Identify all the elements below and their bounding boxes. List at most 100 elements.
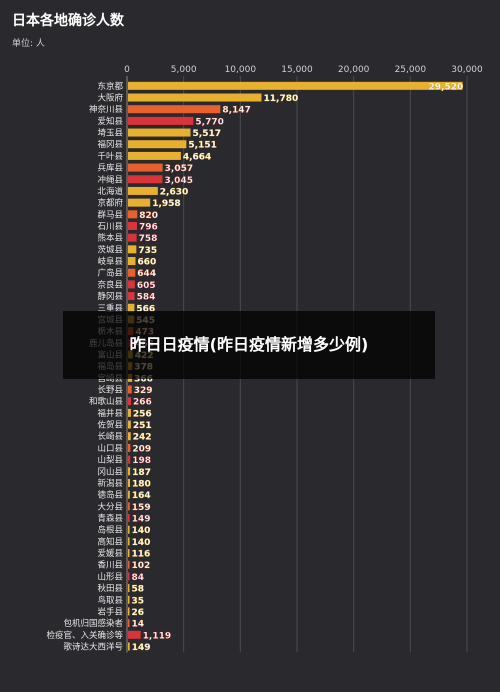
category-label: 山形县 [97,571,123,582]
category-label: 长野县 [97,385,123,396]
bar [128,443,131,452]
data-label: 180 [132,479,151,489]
category-label: 广岛县 [97,268,123,279]
category-label: 岩手县 [97,606,123,617]
bar [128,233,137,242]
category-label: 岐阜县 [97,256,123,267]
chart-title: 日本各地确诊人数 [12,13,124,29]
category-label: 兵库县 [97,163,123,174]
bar [128,514,130,522]
data-label: 251 [133,421,152,431]
category-label: 包机归国感染者 [63,618,123,629]
bar [128,478,131,487]
bar [128,210,138,219]
bar [128,81,463,90]
x-tick-label: 25,000 [395,65,427,75]
data-label: 8,147 [222,106,250,116]
bar [128,198,151,207]
data-label: 660 [137,258,156,268]
bar [128,385,132,394]
bar [128,128,191,137]
data-label: 11,780 [264,94,299,104]
bar [128,303,135,312]
category-label: 熊本县 [97,233,123,244]
category-label: 新潟县 [97,478,123,489]
bar [128,105,221,114]
category-label: 茨城县 [97,244,123,255]
bar [128,420,131,429]
category-label: 大阪府 [97,93,123,104]
category-label: 埼玉县 [97,128,123,139]
category-label: 香川县 [97,560,123,571]
bar [128,584,130,593]
overlay-caption: 昨日日疫情(昨日疫情新增多少例) [129,335,369,354]
data-label: 2,630 [160,187,188,197]
bar [128,186,158,195]
category-label: 山梨县 [97,455,123,466]
data-label: 644 [137,269,156,279]
data-label: 584 [137,293,156,303]
category-label: 奈良县 [97,279,123,290]
bar [128,572,130,581]
data-label: 26 [132,608,145,618]
bar [128,537,130,546]
data-label: 35 [132,596,145,606]
bar [128,502,130,511]
bar [128,408,131,417]
category-label: 石川县 [97,222,123,232]
category-label: 三重县 [97,303,123,314]
category-label: 山口县 [97,443,123,454]
data-label: 758 [139,234,158,244]
bar [128,490,130,499]
data-label: 5,770 [195,117,223,127]
data-label: 605 [137,281,156,291]
bar [128,525,130,534]
category-label: 冈山县 [97,466,123,477]
data-label: 4,664 [183,152,211,162]
data-label: 566 [136,304,155,314]
category-label: 秋田县 [97,583,123,594]
category-label: 大分县 [97,501,123,512]
data-label: 796 [139,223,158,233]
data-label: 29,520 [429,82,464,92]
bar [128,619,130,628]
bar [128,432,131,441]
data-label: 164 [132,491,151,501]
bar [128,630,141,639]
x-tick-label: 0 [124,65,130,75]
bar [128,151,181,160]
bar [128,268,136,277]
category-label: 高知县 [97,536,123,547]
category-label: 福井县 [97,408,123,419]
category-label: 福冈县 [97,139,123,150]
bar [128,595,130,604]
bar [128,257,136,266]
x-tick-label: 10,000 [225,65,257,75]
x-tick-label: 5,000 [171,65,197,75]
bar [128,163,163,172]
bar [128,397,132,406]
category-label: 冲绳县 [97,174,123,185]
caption-overlay: 昨日日疫情(昨日疫情新增多少例) [63,311,435,379]
bar [128,93,262,102]
bar [128,607,130,616]
category-label: 群马县 [97,209,123,220]
data-label: 266 [133,398,152,408]
category-label: 神奈川县 [89,104,124,115]
data-label: 1,119 [143,631,171,641]
data-label: 209 [132,444,151,454]
bar [128,455,131,464]
bar [128,549,130,558]
category-label: 德岛县 [97,490,123,501]
data-label: 820 [139,211,158,221]
data-label: 5,151 [188,141,216,151]
category-label: 和歌山县 [89,396,124,407]
category-label: 千叶县 [97,151,123,162]
category-label: 佐贺县 [97,420,123,431]
bar [128,140,187,149]
x-tick-label: 20,000 [338,65,370,75]
data-label: 140 [132,538,151,548]
category-label: 检疫官、入关确诊等 [46,630,123,641]
category-label: 长崎县 [97,431,123,442]
